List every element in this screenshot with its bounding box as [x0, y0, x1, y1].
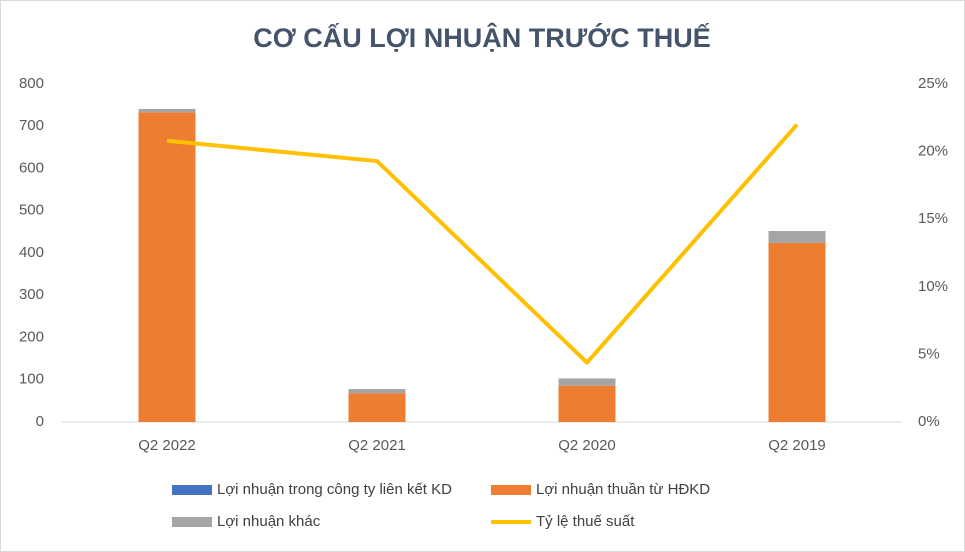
- legend-label: Tỷ lệ thuế suất: [536, 513, 635, 530]
- legend-swatch: [172, 517, 212, 527]
- x-tick-label: Q2 2020: [558, 437, 616, 454]
- y-tick-label: 500: [19, 202, 44, 219]
- bar-segment: [558, 385, 616, 422]
- bar-segment: [348, 389, 406, 394]
- legend-label: Lợi nhuận khác: [217, 513, 321, 530]
- y2-tick-label: 25%: [918, 75, 948, 92]
- y2-tick-label: 5%: [918, 345, 940, 362]
- y2-tick-label: 10%: [918, 278, 948, 295]
- bar-segment: [558, 378, 616, 386]
- chart-title: CƠ CẤU LỢI NHUẬN TRƯỚC THUẾ: [253, 22, 710, 53]
- bar-segment: [348, 393, 406, 422]
- bar-segment: [138, 108, 196, 113]
- x-tick-label: Q2 2022: [138, 437, 196, 454]
- bar-segment: [138, 112, 196, 423]
- x-tick-label: Q2 2021: [348, 437, 406, 454]
- bar-segment: [768, 231, 826, 243]
- legend-label: Lợi nhuận trong công ty liên kết KD: [217, 481, 452, 498]
- y2-tick-label: 15%: [918, 210, 948, 227]
- y-tick-label: 600: [19, 159, 44, 176]
- y-tick-label: 800: [19, 75, 44, 92]
- y-tick-label: 100: [19, 371, 44, 388]
- y-tick-label: 700: [19, 117, 44, 134]
- y-tick-label: 0: [36, 413, 44, 430]
- bar-segment: [768, 242, 826, 422]
- y-tick-label: 200: [19, 328, 44, 345]
- line-series: [166, 123, 799, 365]
- legend-label: Lợi nhuận thuần từ HĐKD: [536, 481, 710, 498]
- y2-tick-label: 20%: [918, 143, 948, 160]
- legend-swatch: [172, 485, 212, 495]
- y-tick-label: 400: [19, 244, 44, 261]
- legend-swatch: [491, 485, 531, 495]
- y2-tick-label: 0%: [918, 413, 940, 430]
- y-tick-label: 300: [19, 286, 44, 303]
- x-tick-label: Q2 2019: [768, 437, 826, 454]
